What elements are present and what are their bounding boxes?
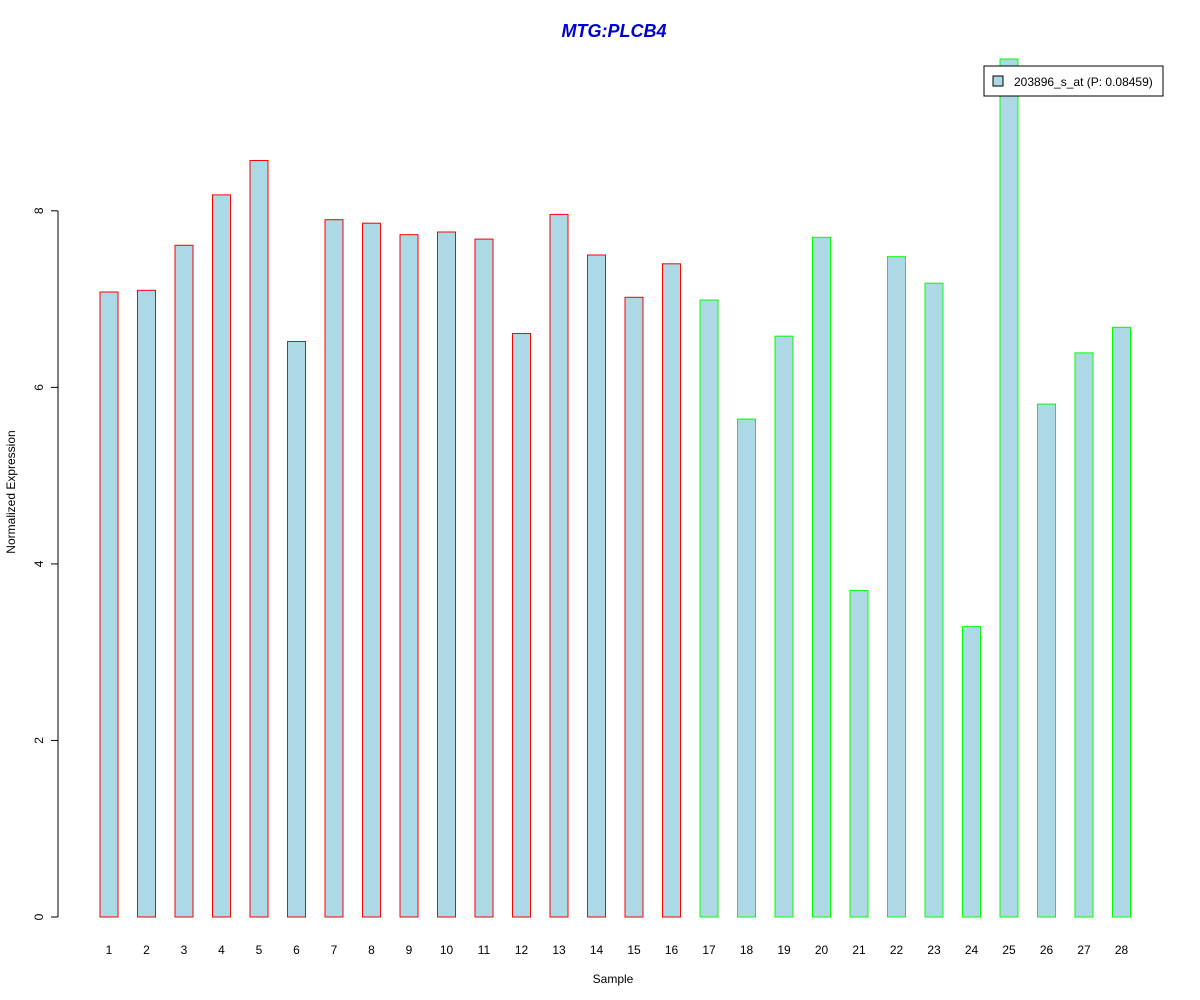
x-tick-label: 14: [590, 943, 604, 957]
bar-sample-15: [624, 296, 644, 918]
x-tick-label: 24: [965, 943, 979, 957]
bar-sample-4: [212, 194, 231, 918]
bar-sample-1: [99, 291, 119, 918]
legend-swatch: [992, 75, 1004, 87]
x-tick-label: 5: [256, 943, 263, 957]
x-tick-label: 28: [1115, 943, 1129, 957]
x-tick-label: 4: [218, 943, 225, 957]
bar-sample-2: [137, 289, 156, 918]
bar-sample-18: [737, 418, 756, 918]
bar-sample-26: [1037, 403, 1056, 918]
x-tick-label: 23: [927, 943, 941, 957]
bar-sample-10: [437, 231, 456, 918]
bar-sample-7: [324, 219, 344, 918]
bar-sample-23: [924, 282, 944, 918]
x-tick-label: 15: [627, 943, 641, 957]
bar-sample-5: [249, 160, 269, 918]
x-axis-label: Sample: [593, 972, 634, 986]
bar-sample-28: [1112, 326, 1131, 918]
y-tick-label: 2: [32, 737, 46, 744]
y-axis-label: Normalized Expression: [4, 430, 18, 553]
y-tick-label: 4: [32, 560, 46, 567]
x-tick-label: 21: [852, 943, 866, 957]
bar-sample-8: [362, 222, 381, 918]
bar-sample-9: [399, 234, 419, 918]
x-tick-label: 10: [440, 943, 454, 957]
x-tick-label: 26: [1040, 943, 1054, 957]
x-tick-label: 19: [777, 943, 791, 957]
legend-label: 203896_s_at (P: 0.08459): [1014, 75, 1153, 89]
x-tick-label: 3: [181, 943, 188, 957]
x-tick-label: 2: [143, 943, 150, 957]
bar-sample-27: [1074, 352, 1094, 918]
x-tick-label: 20: [815, 943, 829, 957]
x-tick-label: 18: [740, 943, 754, 957]
x-tick-label: 8: [368, 943, 375, 957]
x-tick-label: 1: [106, 943, 113, 957]
x-tick-label: 16: [665, 943, 679, 957]
chart-title: MTG:PLCB4: [562, 21, 667, 41]
legend-box: [983, 65, 1164, 97]
x-tick-label: 6: [293, 943, 300, 957]
bar-sample-12: [512, 333, 531, 918]
bar-sample-13: [549, 213, 569, 918]
bar-sample-17: [699, 299, 719, 918]
y-axis: 0 2 4 6 8: [32, 207, 59, 920]
bar-sample-22: [887, 256, 906, 918]
x-tick-label: 12: [515, 943, 529, 957]
bar-sample-21: [849, 589, 869, 918]
bar-sample-16: [662, 263, 681, 918]
y-tick-label: 6: [32, 384, 46, 391]
bar-sample-11: [474, 238, 494, 918]
bar-sample-24: [962, 626, 981, 918]
y-tick-label: 0: [32, 913, 46, 920]
x-tick-label: 9: [406, 943, 413, 957]
x-tick-label: 11: [478, 943, 491, 957]
x-tick-label: 7: [331, 943, 338, 957]
y-tick-label: 8: [32, 207, 46, 214]
legend: 203896_s_at (P: 0.08459): [983, 65, 1164, 97]
bar-sample-3: [174, 244, 194, 918]
x-tick-labels: 1 2 3 4 5 6 7 8 9 10 11 12 13 14 15 16 17 18 19 20 21 22 23 24 2…: [106, 943, 1129, 957]
x-tick-label: 27: [1077, 943, 1091, 957]
bar-sample-14: [587, 254, 606, 918]
x-tick-label: 22: [890, 943, 904, 957]
bar-sample-6: [287, 341, 306, 918]
x-tick-label: 25: [1002, 943, 1016, 957]
bar-sample-19: [774, 335, 794, 918]
x-tick-label: 13: [552, 943, 566, 957]
bars: [99, 58, 1131, 918]
bar-sample-20: [812, 236, 831, 918]
x-tick-label: 17: [702, 943, 716, 957]
bar-sample-25: [999, 58, 1019, 918]
